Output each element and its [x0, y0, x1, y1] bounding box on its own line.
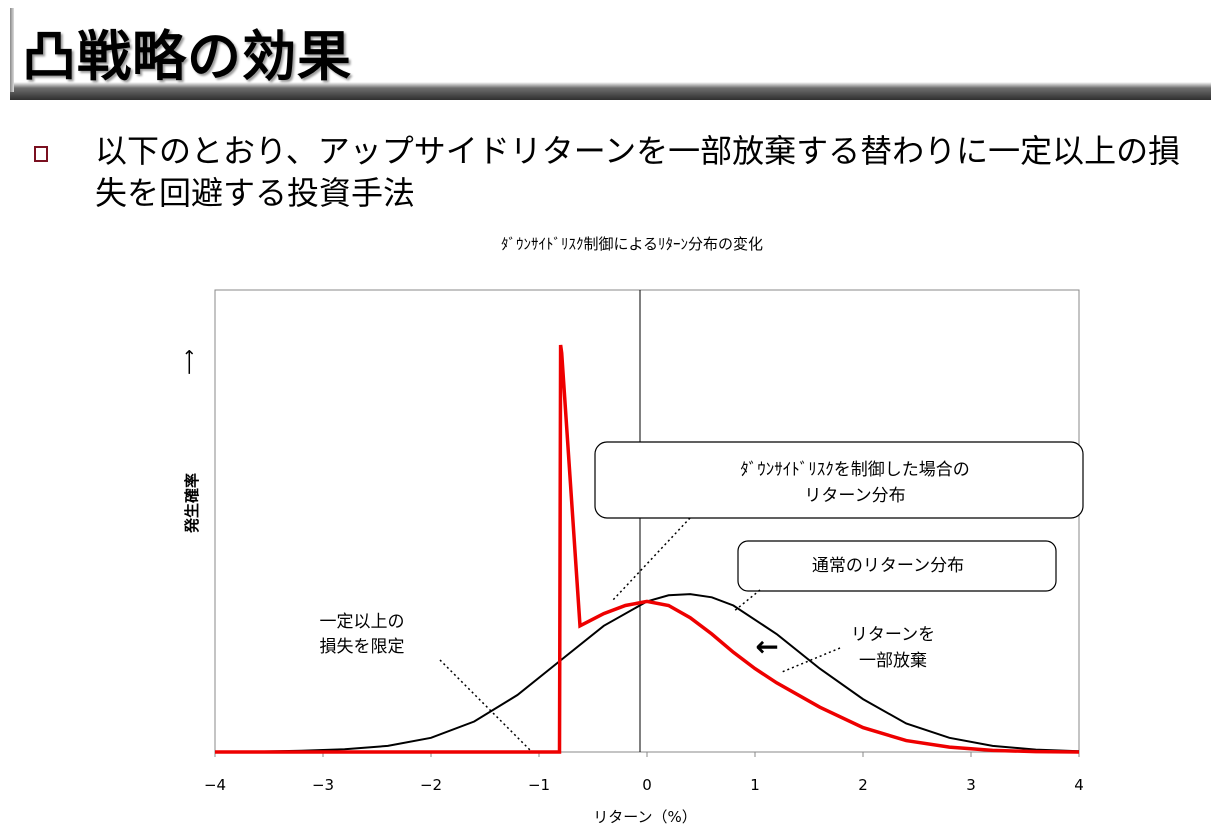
bullet-line-1: 以下のとおり、アップサイドリターンを一部放棄する替わりに一定以上の損: [95, 132, 1181, 170]
shift-left-arrow: ←: [755, 630, 778, 663]
x-ticks: −4 −3 −2 −1 0 1 2 3 4: [204, 752, 1084, 794]
title-bar: [10, 0, 1211, 100]
x-tick-label: 3: [966, 776, 976, 794]
y-axis-label-group: ⟶ 発生確率: [179, 349, 201, 534]
normal-callout-text: 通常のリターン分布: [812, 556, 964, 576]
give-up-line-1: リターンを: [851, 625, 935, 645]
plot-area-border: [214, 289, 1080, 753]
y-axis-arrow: ⟶: [179, 349, 200, 375]
title-edge: [10, 8, 14, 92]
limit-loss-line-1: 一定以上の: [320, 612, 405, 632]
leader-normal: [732, 589, 761, 613]
chart-title: ﾀﾞｳﾝｻｲﾄﾞﾘｽｸ制御によるﾘﾀｰﾝ分布の変化: [501, 235, 763, 253]
x-tick-label: −3: [312, 776, 334, 794]
x-tick-label: 1: [750, 776, 760, 794]
x-tick-label: −1: [528, 776, 550, 794]
limit-loss-line-2: 損失を限定: [320, 637, 405, 657]
normal-callout-box: [737, 540, 1057, 592]
series-line-controlled: [215, 344, 1080, 754]
controlled-callout-line-1: ﾀﾞｳﾝｻｲﾄﾞﾘｽｸを制御した場合の: [740, 460, 970, 480]
leader-controlled: [612, 517, 691, 601]
leader-give-up: [781, 647, 841, 673]
bullet-text: 以下のとおり、アップサイドリターンを一部放棄する替わりに一定以上の損 失を回避す…: [95, 130, 1205, 214]
bullet-line-2: 失を回避する投資手法: [95, 174, 416, 212]
controlled-callout-line-2: リターン分布: [804, 486, 905, 506]
series-line-normal: [214, 593, 1080, 753]
x-tick-label: 2: [858, 776, 868, 794]
leader-limit-loss: [439, 659, 531, 751]
controlled-callout-box: [594, 441, 1084, 519]
y-axis-label: 発生確率: [183, 473, 201, 534]
x-tick-label: −4: [204, 776, 226, 794]
x-tick-label: 4: [1074, 776, 1084, 794]
bullet-icon: [34, 146, 48, 162]
slide-title: 凸戦略の効果: [22, 25, 352, 88]
give-up-line-2: 一部放棄: [859, 651, 927, 671]
x-tick-label: 0: [642, 776, 652, 794]
x-tick-label: −2: [420, 776, 442, 794]
x-axis-label: リターン（%）: [593, 808, 697, 826]
